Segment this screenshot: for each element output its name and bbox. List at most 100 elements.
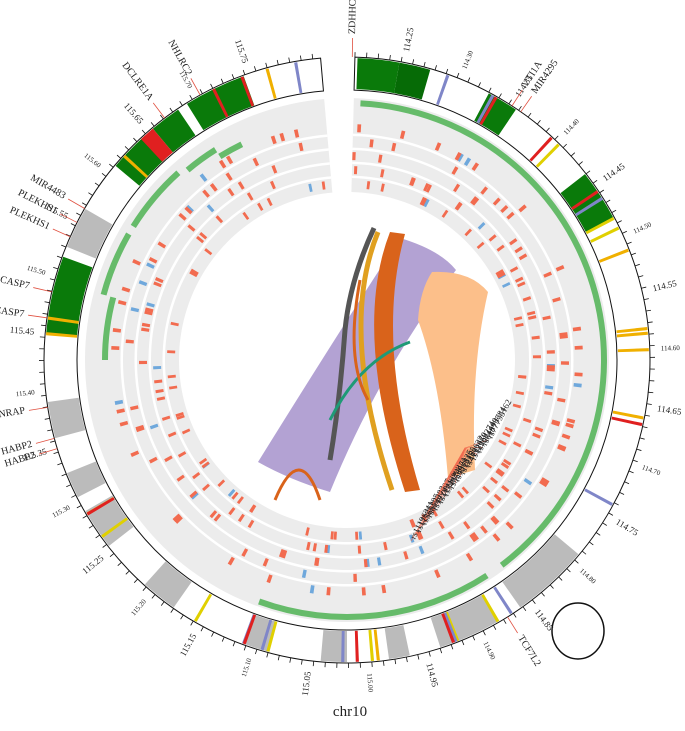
tick: [232, 74, 234, 79]
tick: [579, 162, 583, 165]
snp-mark: [352, 152, 355, 160]
tick: [550, 585, 553, 589]
tick: [161, 602, 164, 606]
snp-mark: [354, 166, 357, 174]
tick: [489, 88, 491, 92]
tick: [244, 646, 246, 651]
tick: [66, 485, 71, 487]
tick: [53, 267, 58, 269]
tick: [383, 661, 384, 666]
tick: [523, 607, 526, 611]
tick: [457, 73, 459, 78]
tick: [589, 542, 593, 545]
tick: [125, 146, 129, 149]
tick: [191, 621, 194, 625]
tick: [646, 310, 651, 311]
tick: [170, 108, 173, 112]
tick: [499, 94, 502, 98]
tick-label: 115.60: [82, 152, 102, 170]
tick: [596, 532, 600, 535]
tick: [624, 482, 629, 484]
tick: [418, 655, 419, 660]
tick-label: 115.00: [365, 673, 374, 693]
tick: [313, 661, 314, 666]
tick: [575, 560, 579, 563]
tick: [614, 503, 618, 505]
tick: [435, 65, 436, 70]
tick: [606, 200, 610, 203]
tick: [151, 122, 154, 126]
tick: [473, 636, 475, 641]
tick-label: 115.20: [130, 597, 149, 617]
tick: [532, 600, 535, 604]
tick: [633, 460, 638, 462]
tick: [622, 231, 627, 233]
tick: [289, 58, 290, 63]
tick: [133, 138, 136, 142]
tick-label: 115.25: [80, 553, 106, 576]
tick: [645, 415, 650, 416]
tick: [429, 652, 430, 657]
tick: [555, 136, 558, 140]
tick: [627, 242, 632, 244]
tick: [644, 299, 649, 300]
gene-label: ZDHHC6: [347, 0, 359, 34]
tick: [200, 89, 202, 93]
ideogram-stripe: [341, 631, 344, 662]
snp-mark: [355, 532, 358, 540]
tick-label: 114.75: [614, 517, 641, 538]
snp-mark: [547, 365, 555, 368]
tick: [635, 264, 640, 266]
tick: [76, 213, 80, 215]
tick: [171, 609, 174, 613]
tick: [509, 100, 512, 104]
tick: [637, 449, 642, 450]
chromosome-label: chr10: [333, 704, 367, 720]
tick: [71, 224, 75, 226]
tick-label: 115.45: [10, 325, 36, 337]
tick: [50, 441, 55, 442]
tick-label: 114.30: [461, 49, 476, 70]
tick: [57, 463, 62, 465]
snp-mark: [574, 372, 582, 376]
gene-leader: [53, 229, 70, 237]
tick: [586, 171, 590, 174]
tick-label: 115.15: [178, 631, 199, 658]
tick: [277, 60, 278, 65]
tick: [413, 59, 414, 64]
tick: [142, 130, 145, 134]
tick-label: 115.50: [26, 264, 47, 277]
tick: [504, 619, 507, 623]
tick: [61, 245, 66, 247]
tick: [493, 625, 495, 629]
snp-mark: [353, 574, 357, 582]
tick: [109, 164, 113, 167]
tick: [110, 554, 114, 557]
tick: [43, 313, 48, 314]
tick: [254, 66, 256, 71]
tick-label: 115.05: [300, 670, 313, 696]
tick-label: 114.80: [578, 567, 598, 586]
tick: [612, 210, 616, 212]
gene-leader: [28, 315, 47, 318]
tick: [96, 535, 100, 538]
tick: [643, 427, 648, 428]
tick: [266, 63, 267, 68]
tick-label: 114.25: [401, 26, 416, 52]
tick: [638, 276, 643, 277]
tick: [378, 54, 379, 59]
gene-label: CASP7: [0, 305, 25, 320]
snp-mark: [153, 366, 161, 369]
tick-label: 115.30: [51, 503, 72, 519]
tick: [640, 438, 645, 439]
snp-mark: [111, 346, 119, 350]
tick: [406, 657, 407, 662]
tick: [190, 95, 193, 99]
tick: [95, 183, 99, 186]
tick: [395, 659, 396, 664]
tick-label: 114.95: [424, 662, 440, 689]
tick-label: 115.75: [233, 38, 251, 65]
tick: [571, 153, 575, 156]
tick: [446, 69, 448, 74]
